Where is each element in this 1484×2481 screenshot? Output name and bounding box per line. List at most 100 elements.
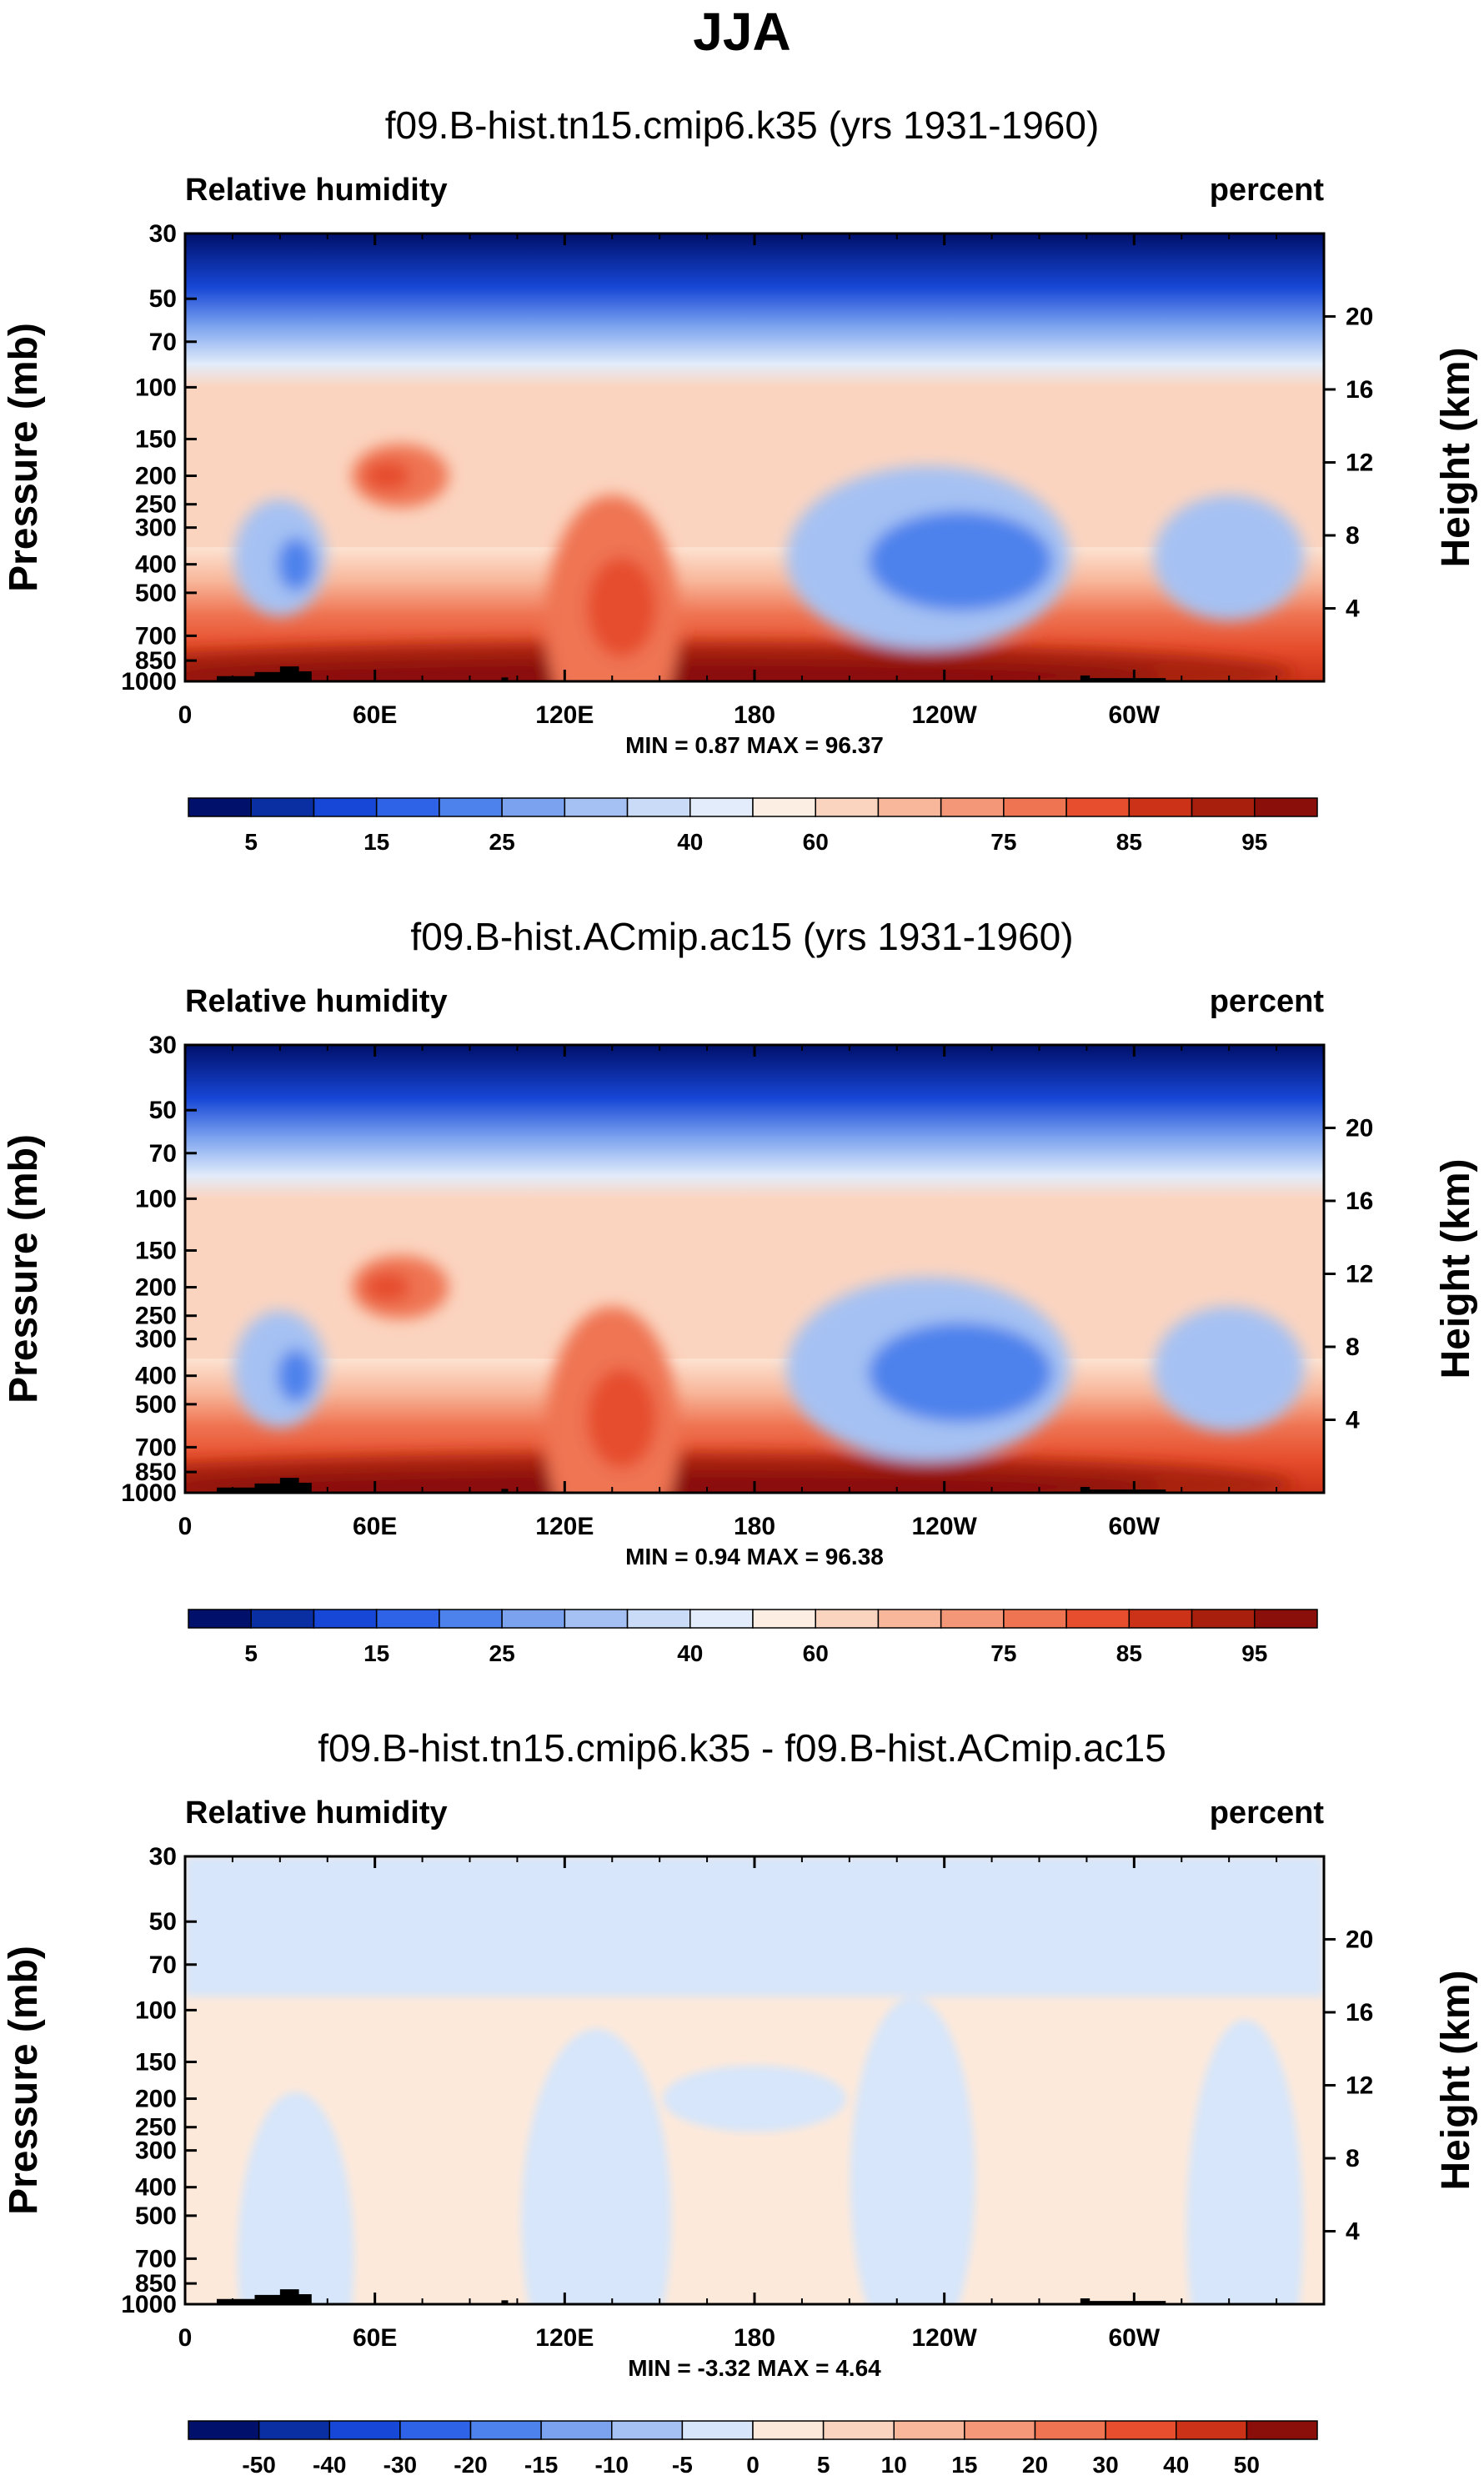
y-axis-title: Pressure (mb) [2, 1134, 46, 1404]
y-tick-label: 50 [149, 1097, 177, 1124]
y-tick-label: 70 [149, 329, 177, 356]
min-max-readout: MIN = 0.94 MAX = 96.38 [625, 1544, 884, 1569]
x-tick-label: 120E [535, 701, 594, 729]
colorbar-bin [501, 1609, 566, 1629]
y-tick-label: 700 [135, 2245, 177, 2273]
right-label: percent [1210, 1795, 1325, 1831]
colorbar-label: 20 [1022, 2452, 1048, 2478]
colorbar-label: 10 [881, 2452, 907, 2478]
y-tick-label: 400 [135, 1363, 177, 1390]
colorbar-bin [964, 2420, 1036, 2440]
colorbar-label: 25 [489, 1640, 515, 1666]
topography [216, 2289, 1166, 2304]
y-tick-label: 850 [135, 1459, 177, 1486]
colorbar-bin [313, 1609, 378, 1629]
topography-america [1080, 675, 1166, 681]
height-tick-label: 12 [1346, 1260, 1373, 1288]
dry-zone-east [1154, 495, 1305, 620]
dry-zone-core [868, 510, 1052, 611]
height-tick-label: 16 [1346, 376, 1373, 404]
colorbar-bin [689, 1609, 754, 1629]
panel-title: f09.B-hist.tn15.cmip6.k35 (yrs 1931-1960… [385, 103, 1100, 147]
colorbar-label: 15 [951, 2452, 977, 2478]
topography [216, 666, 1166, 681]
topography [216, 1478, 1166, 1493]
x-tick-label: 120E [535, 1513, 594, 1540]
neg-upper-mid [663, 2065, 846, 2132]
colorbar-label: 0 [746, 2452, 760, 2478]
panel-1: f09.B-hist.tn15.cmip6.k35 (yrs 1931-1960… [2, 103, 1478, 855]
colorbar-bin [815, 1609, 880, 1629]
colorbar-bin [188, 1609, 252, 1629]
colorbar-bin [501, 797, 566, 817]
colorbar-bin [940, 797, 1005, 817]
colorbar-label: 5 [817, 2452, 830, 2478]
min-max-readout: MIN = 0.87 MAX = 96.37 [625, 732, 884, 758]
topography-africa-asia [216, 2289, 312, 2304]
neg-upper [185, 1856, 1324, 1997]
x-tick-label: 60W [1108, 1513, 1160, 1540]
y-tick-label: 50 [149, 1908, 177, 1936]
y-tick-label: 200 [135, 1274, 177, 1302]
height-tick-label: 8 [1346, 2145, 1360, 2172]
stratosphere-dry-cap [185, 234, 1324, 388]
colorbar-bin [313, 797, 378, 817]
y-axis-title: Pressure (mb) [2, 1946, 46, 2215]
left-label: Relative humidity [185, 173, 448, 208]
y-tick-label: 100 [135, 374, 177, 401]
y-tick-label: 200 [135, 2086, 177, 2113]
contour-field [185, 234, 1324, 681]
colorbar-bin [1003, 797, 1067, 817]
colorbar-label: 40 [1163, 2452, 1189, 2478]
topography-peak [501, 677, 509, 681]
colorbar-label: -5 [672, 2452, 693, 2478]
y-tick-label: 1000 [121, 2291, 177, 2318]
colorbar-bin [1176, 2420, 1248, 2440]
x-tick-label: 180 [734, 2324, 775, 2352]
y-tick-label: 850 [135, 2270, 177, 2298]
x-tick-label: 120W [911, 701, 977, 729]
x-tick-label: 120W [911, 1513, 977, 1540]
colorbar-label: 40 [677, 1640, 703, 1666]
y-tick-label: 300 [135, 515, 177, 542]
colorbar-bin [1254, 1609, 1318, 1629]
y-axis-title: Pressure (mb) [2, 323, 46, 592]
colorbar-label: 5 [244, 1640, 258, 1666]
x-tick-label: 60E [353, 1513, 397, 1540]
neg-west [237, 2092, 354, 2304]
contour-field [185, 1856, 1324, 2304]
colorbar-bin [752, 797, 816, 817]
topography-africa-asia [216, 1478, 312, 1493]
neg-pacific [850, 1996, 975, 2304]
y-tick-label: 700 [135, 622, 177, 650]
y-tick-label: 200 [135, 463, 177, 490]
y-tick-label: 250 [135, 491, 177, 519]
y-tick-label: 250 [135, 2114, 177, 2142]
y-tick-label: 150 [135, 2048, 177, 2076]
colorbar-bin [1128, 1609, 1193, 1629]
height-tick-label: 4 [1346, 2217, 1360, 2245]
colorbar-bin [877, 1609, 942, 1629]
left-label: Relative humidity [185, 1795, 448, 1831]
y-tick-label: 500 [135, 2202, 177, 2230]
height-tick-label: 20 [1346, 1926, 1373, 1953]
topography-america [1080, 2298, 1166, 2304]
upper-max-core [363, 460, 411, 491]
dry-zone-core [868, 1322, 1052, 1423]
colorbar-bin [877, 797, 942, 817]
colorbar-label: 30 [1093, 2452, 1119, 2478]
colorbar-bin [564, 797, 629, 817]
x-tick-label: 0 [178, 701, 193, 729]
colorbar-bin [250, 797, 315, 817]
colorbar-bin [1065, 797, 1131, 817]
y-tick-label: 30 [149, 1032, 177, 1059]
mid-max-core [586, 1369, 657, 1469]
y-tick-label: 50 [149, 285, 177, 313]
contour-field [185, 1045, 1324, 1493]
colorbar-bin [626, 1609, 691, 1629]
y-tick-label: 30 [149, 220, 177, 248]
colorbar-bin [188, 2420, 260, 2440]
colorbar-bin [1191, 797, 1256, 817]
y-tick-label: 250 [135, 1303, 177, 1330]
x-tick-label: 60W [1108, 701, 1160, 729]
